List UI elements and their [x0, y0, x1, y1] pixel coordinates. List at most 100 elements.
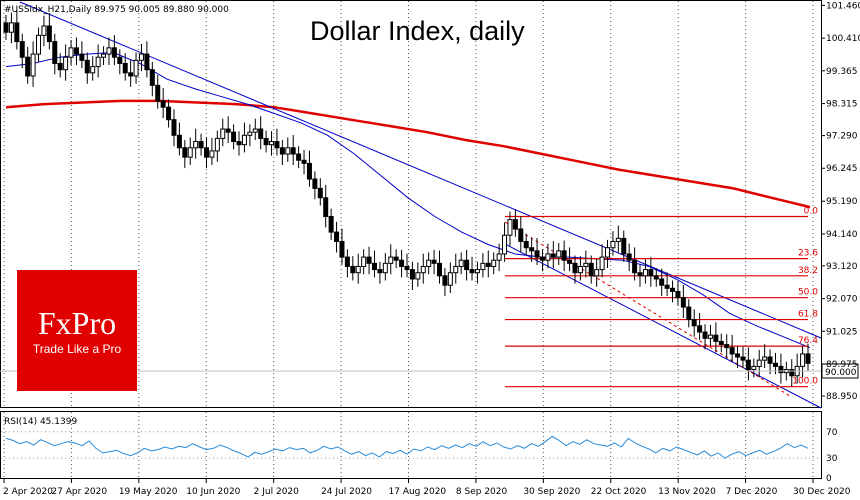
candle-body: [95, 56, 101, 68]
candle-body: [73, 47, 79, 55]
candle-body: [334, 231, 340, 242]
candle-body: [545, 253, 551, 261]
fib-level-label: 100.0: [792, 377, 818, 387]
candle-body: [686, 306, 692, 321]
candle-body: [204, 147, 209, 158]
candle-body: [458, 259, 464, 267]
candle-body: [697, 325, 703, 333]
moving-average-blue: [5, 51, 811, 349]
candle-body: [713, 334, 719, 342]
date-tick-label: 22 Oct 2020: [591, 487, 647, 497]
candle-body: [323, 197, 329, 217]
candle-body: [46, 25, 52, 43]
candle-body: [642, 269, 648, 277]
candle-body: [3, 22, 9, 33]
candle-body: [8, 22, 14, 33]
candle-body: [632, 259, 638, 274]
candle-body: [772, 362, 778, 367]
candle-body: [371, 262, 377, 271]
candle-body: [144, 53, 150, 71]
candle-body: [122, 62, 128, 74]
candle-body: [745, 359, 751, 371]
candle-body: [502, 234, 508, 255]
candle-body: [529, 247, 535, 252]
candle-body: [155, 84, 161, 102]
candle-body: [605, 247, 610, 258]
candle-body: [166, 106, 172, 121]
candle-body: [171, 119, 177, 136]
fib-level-label: 0.0: [804, 206, 819, 216]
candle-body: [485, 262, 491, 267]
price-tick-label: 88.950: [826, 392, 858, 402]
date-tick-label: 24 Jul 2020: [321, 487, 372, 497]
date-tick-label: 27 Apr 2020: [51, 487, 107, 497]
date-tick-label: 8 Sep 2020: [456, 487, 508, 497]
candle-body: [496, 253, 502, 261]
price-tick-label: 89.975: [826, 360, 858, 370]
main-plot-frame: [0, 0, 822, 408]
candle-body: [680, 297, 686, 308]
candle-body: [285, 147, 291, 155]
candle-body: [182, 147, 188, 158]
candle-body: [111, 47, 117, 58]
price-tick-label: 99.365: [826, 67, 858, 77]
candle-body: [312, 178, 318, 189]
candle-body: [523, 240, 529, 249]
candle-body: [149, 69, 155, 86]
candle-body: [404, 265, 410, 271]
rsi-tick-label: 70: [826, 428, 838, 438]
candle-body: [626, 253, 632, 261]
price-axis: 101.460 100.410 99.365 98.315 97.290 96.245 95…: [821, 1, 860, 402]
candle-body: [393, 256, 399, 261]
candle-body: [426, 259, 432, 267]
candle-body: [301, 159, 307, 164]
fibonacci-levels: 0.0 23.6 38.2 50.0 61.8 76.4 100.0: [505, 206, 819, 388]
rsi-line: [5, 435, 809, 459]
candle-body: [388, 256, 394, 264]
candle-body: [133, 59, 139, 77]
candle-body: [659, 278, 665, 286]
svg-text:FxPro: FxPro: [38, 305, 116, 341]
last-price-tag: [821, 363, 859, 379]
candle-body: [577, 265, 583, 274]
candle-body: [756, 359, 762, 367]
candle-body: [561, 250, 567, 261]
last-price-label: 90.000: [825, 368, 857, 378]
fib-level-label: 76.4: [798, 336, 818, 346]
candle-body: [14, 22, 20, 43]
candle-body: [176, 134, 182, 149]
candle-body: [355, 265, 361, 274]
candle-body: [556, 250, 562, 258]
candle-body: [729, 347, 735, 355]
candle-body: [236, 141, 242, 146]
candle-body: [344, 256, 350, 267]
candle-body: [25, 56, 31, 77]
candle-body: [572, 262, 578, 274]
candle-body: [306, 162, 312, 180]
candle-body: [296, 153, 302, 161]
candle-body: [274, 141, 280, 149]
price-tick-label: 97.290: [826, 132, 858, 142]
price-tick-label: 96.245: [826, 164, 858, 174]
candle-body: [317, 187, 323, 199]
candle-body: [664, 284, 670, 289]
candle-body: [361, 256, 367, 267]
candle-body: [767, 356, 773, 364]
candle-body: [447, 272, 453, 286]
candle-body: [702, 331, 708, 339]
candle-body: [534, 250, 540, 258]
candle-body: [160, 100, 166, 108]
candle-body: [670, 287, 676, 292]
candle-body: [599, 256, 605, 271]
candle-body: [30, 53, 36, 77]
fib-level-label: 23.6: [798, 249, 818, 259]
moving-average-lines: [5, 51, 811, 349]
candle-body: [84, 59, 90, 74]
candle-body: [63, 56, 69, 71]
candle-body: [512, 219, 518, 230]
candle-body: [751, 365, 757, 371]
candle-body: [399, 259, 405, 267]
candle-body: [480, 262, 486, 271]
candle-body: [594, 269, 600, 277]
